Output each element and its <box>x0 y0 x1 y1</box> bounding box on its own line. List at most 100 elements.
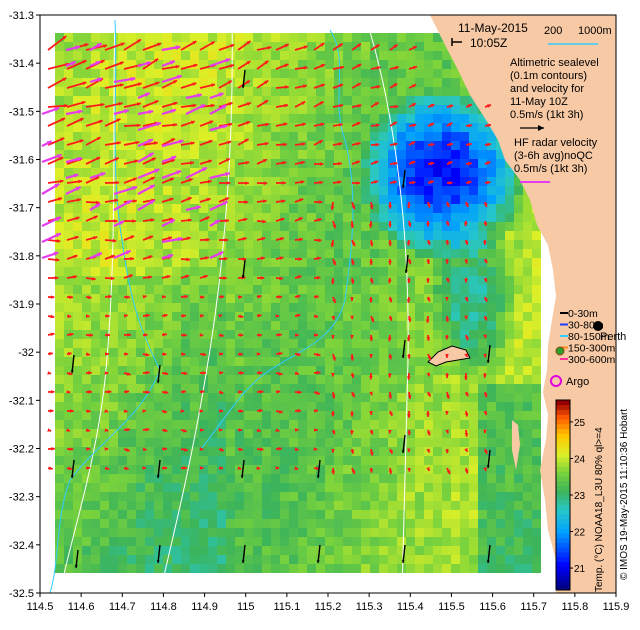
sst-cell <box>136 267 145 276</box>
sst-cell <box>91 375 100 384</box>
sst-cell <box>226 510 235 519</box>
sst-cell <box>163 249 172 258</box>
sst-cell <box>64 555 73 564</box>
hf-arrow-head <box>411 141 416 145</box>
sst-cell <box>415 420 424 429</box>
hf-arrow-head <box>82 60 87 64</box>
sst-cell <box>100 546 109 555</box>
sst-cell <box>370 564 379 573</box>
hf-arrow-head <box>448 122 453 127</box>
sst-cell <box>91 402 100 411</box>
sst-cell <box>388 528 397 537</box>
hf-arrow-head <box>351 242 356 247</box>
hf-arrow-head <box>66 390 71 394</box>
sst-cell <box>334 114 343 123</box>
sst-cell <box>487 465 496 474</box>
sst-cell <box>316 348 325 357</box>
sst-cell <box>397 213 406 222</box>
sst-cell <box>235 186 244 195</box>
sst-cell <box>100 114 109 123</box>
hf-arrow-head <box>332 224 337 229</box>
sst-cell <box>262 303 271 312</box>
sst-cell <box>352 258 361 267</box>
sst-cell <box>397 474 406 483</box>
sst-cell <box>361 222 370 231</box>
alt-arrow-head <box>73 173 79 178</box>
sst-cell <box>73 87 82 96</box>
sst-cell <box>316 168 325 177</box>
sst-cell <box>289 249 298 258</box>
sst-cell <box>451 177 460 186</box>
hf-arrow-head <box>239 447 243 452</box>
sst-cell <box>100 186 109 195</box>
x-tick-label: 115.3 <box>356 601 383 613</box>
sst-cell <box>244 87 253 96</box>
hf-arrow-head <box>463 222 468 227</box>
sst-cell <box>289 438 298 447</box>
sst-cell <box>352 141 361 150</box>
sst-cell <box>208 339 217 348</box>
sst-cell <box>271 258 280 267</box>
sst-cell <box>361 267 370 276</box>
garden-island <box>512 420 520 470</box>
sst-cell <box>352 393 361 402</box>
sst-cell <box>262 456 271 465</box>
sst-cell <box>514 321 523 330</box>
alt-black-arrow <box>242 544 246 564</box>
sst-cell <box>82 393 91 402</box>
sst-cell <box>397 483 406 492</box>
sst-cell <box>181 231 190 240</box>
sst-cell <box>388 348 397 357</box>
sst-cell <box>262 249 271 258</box>
sst-cell <box>244 546 253 555</box>
sst-cell <box>298 537 307 546</box>
sst-cell <box>460 276 469 285</box>
sst-cell <box>370 537 379 546</box>
sst-cell <box>514 465 523 474</box>
sst-cell <box>514 204 523 213</box>
hf-arrow-head <box>314 314 319 319</box>
sst-cell <box>109 375 118 384</box>
hf-arrow-head <box>262 219 267 224</box>
hf-arrow-head <box>357 64 362 68</box>
sst-cell <box>334 267 343 276</box>
hf-arrow-head <box>135 140 140 145</box>
sst-cell <box>433 537 442 546</box>
sst-cell <box>514 375 523 384</box>
hf-arrow-head <box>313 447 318 451</box>
alt-black-arrow <box>242 259 246 279</box>
sst-cell <box>523 483 532 492</box>
sst-cell <box>325 366 334 375</box>
sst-cell <box>217 87 226 96</box>
sst-cell <box>514 294 523 303</box>
sst-cell <box>262 402 271 411</box>
sst-cell <box>118 537 127 546</box>
sst-cell <box>226 249 235 258</box>
sst-cell <box>487 438 496 447</box>
x-tick-label: 115.2 <box>315 601 342 613</box>
sst-cell <box>352 366 361 375</box>
hf-arrow-head <box>219 390 224 395</box>
sst-cell <box>388 447 397 456</box>
sst-cell <box>64 78 73 87</box>
sst-cell <box>64 393 73 402</box>
sst-cell <box>325 447 334 456</box>
sst-cell <box>262 60 271 69</box>
sst-cell <box>316 312 325 321</box>
sst-cell <box>388 204 397 213</box>
hf-arrow-head <box>264 141 269 146</box>
sst-cell <box>325 483 334 492</box>
sst-cell <box>325 294 334 303</box>
sst-cell <box>388 384 397 393</box>
sst-cell <box>343 519 352 528</box>
sst-cell <box>397 204 406 213</box>
sst-cell <box>91 87 100 96</box>
sst-cell <box>154 474 163 483</box>
sst-cell <box>271 249 280 258</box>
hf-arrow-head <box>407 467 411 472</box>
sst-cell <box>361 123 370 132</box>
hf-arrow-head <box>124 352 129 356</box>
sst-cell <box>100 96 109 105</box>
sst-cell <box>307 123 316 132</box>
hf-arrow-head <box>412 123 417 128</box>
